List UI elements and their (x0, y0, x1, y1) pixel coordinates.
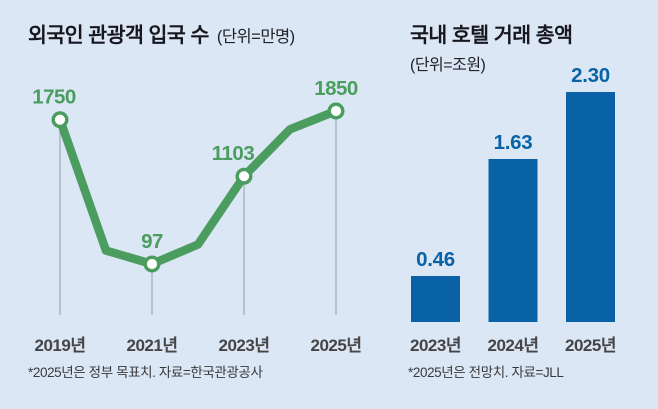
x-tick-2019: 2019년 (34, 336, 86, 355)
x-tick-2021: 2021년 (126, 336, 178, 355)
hotel-chart-title-block: 국내 호텔 거래 총액 (단위=조원) (410, 18, 573, 75)
hotel-chart-x-axis: 2023년 2024년 2025년 (0, 331, 658, 355)
x-tick-2023: 2023년 (218, 336, 270, 355)
tourist-chart-footnote: *2025년은 정부 목표치. 자료=한국관광공사 (28, 365, 263, 380)
x-tick-2025: 2025년 (310, 336, 362, 355)
tourist-chart-x-axis: 2019년 2021년 2023년 2025년 (0, 331, 658, 355)
hotel-chart-unit-label: (단위=조원) (410, 57, 486, 74)
tourist-line-series (55, 106, 341, 269)
tourist-chart-title-row: 외국인 관광객 입국 수 (단위=만명) (28, 18, 295, 48)
x-tick-2023년: 2023년 (410, 336, 461, 355)
bar-2024년 (488, 159, 538, 322)
bar-value-label-2023년: 0.46 (416, 248, 455, 271)
line-marker-2023 (235, 167, 253, 185)
hotel-chart-title: 국내 호텔 거래 총액 (410, 24, 573, 47)
bar-value-label-2025년: 2.30 (571, 64, 610, 87)
line-value-label-2025: 1850 (314, 77, 358, 100)
bar-2023년 (411, 276, 460, 322)
bar-2025년 (566, 92, 615, 322)
tourist-chart-unit-label: (단위=만명) (216, 28, 295, 46)
tourist-chart-title: 외국인 관광객 입국 수 (28, 24, 209, 47)
line-marker-2021 (143, 255, 161, 273)
x-tick-2024년: 2024년 (487, 336, 539, 355)
hotel-chart-footnote: *2025년은 전망치. 자료=JLL (408, 365, 564, 380)
x-tick-2025년: 2025년 (565, 336, 616, 355)
line-value-label-2023: 1103 (212, 142, 255, 165)
line-marker-2025 (327, 102, 345, 120)
line-value-label-2021: 97 (141, 230, 163, 253)
bar-value-label-2024년: 1.63 (494, 131, 533, 154)
line-marker-2019 (51, 111, 69, 129)
line-value-label-2019: 1750 (32, 86, 76, 109)
